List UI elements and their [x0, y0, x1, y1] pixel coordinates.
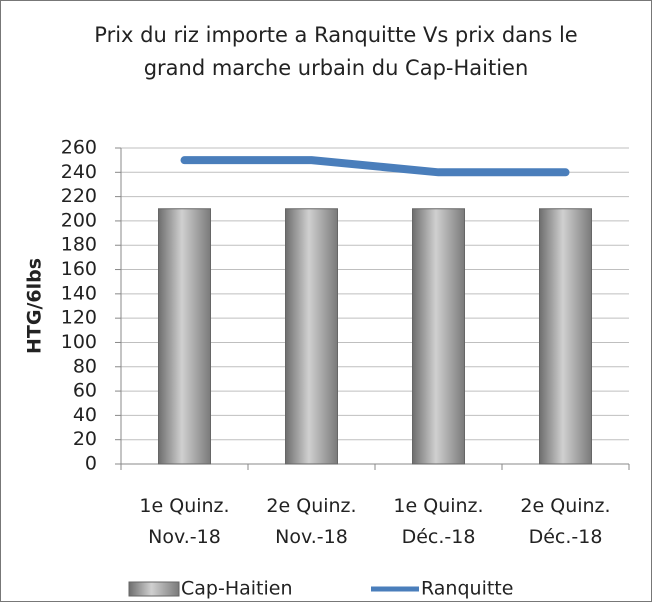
legend-swatch — [128, 581, 180, 597]
x-tick-label: 1e Quinz. Nov.-18 — [139, 495, 230, 548]
legend-label: Ranquitte — [421, 578, 513, 600]
y-tick-label: 60 — [73, 380, 97, 402]
bar — [412, 208, 465, 465]
y-axis-label: HTG/6lbs — [24, 258, 46, 354]
y-tick-label: 260 — [61, 137, 97, 159]
y-tick-label: 120 — [61, 307, 97, 329]
y-tick-label: 140 — [61, 282, 97, 304]
bar — [285, 208, 338, 465]
y-tick-label: 160 — [61, 258, 97, 280]
y-tick-label: 180 — [61, 234, 97, 256]
y-tick-label: 80 — [73, 355, 97, 377]
y-tick-label: 200 — [61, 209, 97, 231]
x-tick-label: 2e Quinz. Nov.-18 — [266, 495, 357, 548]
line — [180, 156, 570, 177]
y-tick-label: 20 — [73, 428, 97, 450]
legend-label: Cap-Haitien — [181, 578, 293, 600]
y-tick-label: 100 — [61, 331, 97, 353]
y-tick-label: 40 — [73, 404, 97, 426]
chart-title: Prix du riz importe a Ranquitte Vs prix … — [94, 23, 578, 80]
bar — [158, 208, 211, 465]
x-tick-label: 1e Quinz. Déc.-18 — [393, 495, 484, 548]
y-tick-label: 0 — [85, 453, 97, 475]
y-tick-label: 220 — [61, 185, 97, 207]
x-tick-label: 2e Quinz. Déc.-18 — [520, 495, 611, 548]
bar — [539, 208, 592, 465]
y-tick-label: 240 — [61, 161, 97, 183]
